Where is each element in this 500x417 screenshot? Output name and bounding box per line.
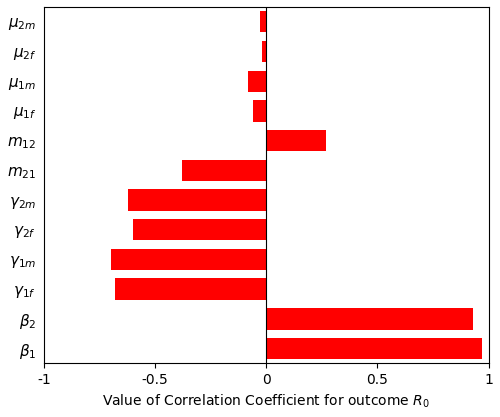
Bar (266, 308, 473, 329)
Bar (128, 189, 266, 211)
X-axis label: Value of Correlation Coefficient for outcome $R_0$: Value of Correlation Coefficient for out… (102, 393, 430, 410)
Bar (133, 219, 266, 241)
Bar (266, 338, 482, 359)
Bar (110, 249, 266, 270)
Bar (182, 160, 266, 181)
Bar (115, 279, 266, 300)
Bar (253, 100, 266, 122)
Bar (266, 130, 326, 151)
Bar (262, 41, 266, 62)
Bar (248, 70, 266, 92)
Bar (260, 11, 266, 33)
